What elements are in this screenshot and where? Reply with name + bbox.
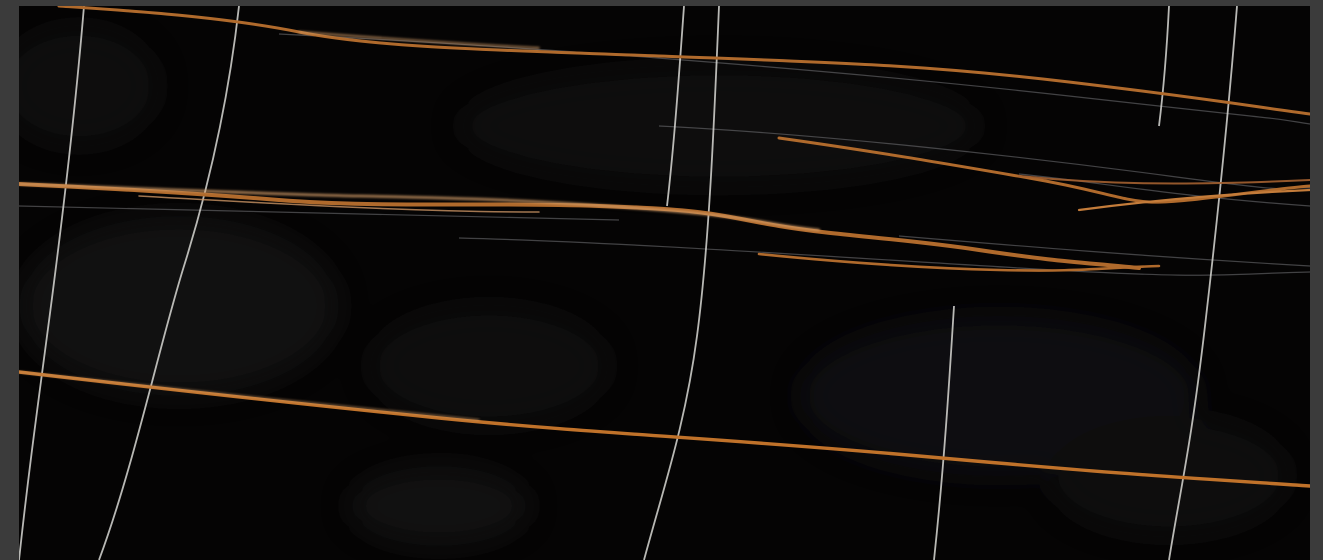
stone-clouds [19, 26, 1289, 546]
marble-texture [19, 6, 1310, 560]
gold-veins [19, 6, 1310, 488]
marble-slab [19, 6, 1310, 560]
white-veins [19, 6, 1238, 560]
